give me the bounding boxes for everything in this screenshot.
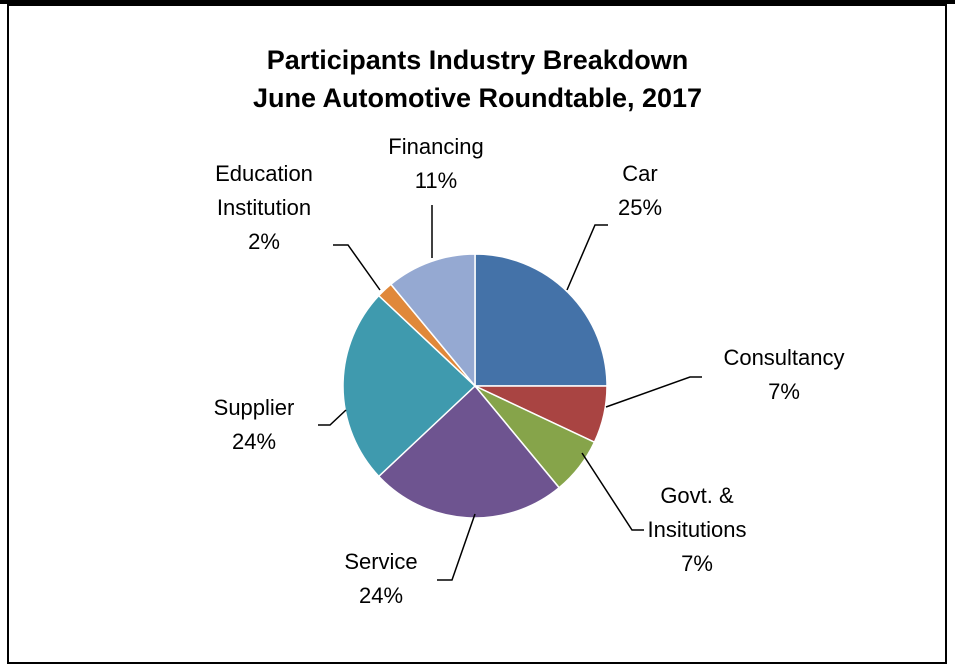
slice-label: Education Institution 2%: [215, 161, 313, 254]
slice-category-label: Institution: [217, 195, 311, 220]
leader-line: [605, 376, 702, 408]
slice-percent-label: 2%: [248, 229, 280, 254]
slice-label: Consultancy 7%: [723, 345, 844, 404]
slice-percent-label: 24%: [232, 429, 276, 454]
pie-slice: [474, 253, 608, 387]
slice-label: Financing 11%: [388, 134, 483, 193]
slice-label: Car 25%: [618, 161, 662, 220]
leader-line: [566, 224, 608, 291]
top-edge-bar: [0, 0, 955, 4]
leader-line: [318, 409, 347, 426]
slice-labels: Car 25% Consultancy 7% Govt. & Insitutions 7% S…: [214, 134, 845, 608]
leader-line: [437, 513, 476, 581]
pie-slice: [342, 294, 477, 478]
slice-percent-label: 7%: [681, 551, 713, 576]
slice-category-label: Consultancy: [723, 345, 844, 370]
slice-percent-label: 7%: [768, 379, 800, 404]
slice-percent-label: 25%: [618, 195, 662, 220]
slice-percent-label: 24%: [359, 583, 403, 608]
slice-category-label: Insitutions: [647, 517, 746, 542]
chart-title-line-2: June Automotive Roundtable, 2017: [252, 83, 703, 113]
slice-category-label: Financing: [388, 134, 483, 159]
leader-lines: [318, 205, 702, 581]
pie-slices: [342, 253, 608, 519]
leader-line: [581, 452, 644, 531]
pie-slice: [389, 253, 476, 389]
pie-slice: [377, 384, 561, 519]
slice-category-label: Supplier: [214, 395, 295, 420]
slice-percent-label: 11%: [415, 168, 457, 193]
slice-category-label: Education: [215, 161, 313, 186]
slice-category-label: Car: [622, 161, 657, 186]
slice-category-label: Govt. &: [660, 483, 734, 508]
pie-chart: Car 25% Consultancy 7% Govt. & Insitutions 7% S…: [214, 134, 845, 608]
slice-label: Govt. & Insitutions 7%: [647, 483, 746, 576]
leader-line: [333, 244, 381, 291]
slice-label: Supplier 24%: [214, 395, 295, 454]
chart-title-line-1: Participants Industry Breakdown: [266, 45, 689, 75]
slice-label: Service 24%: [344, 549, 417, 608]
slice-category-label: Service: [344, 549, 417, 574]
cut-off-heading-glyph: [58, 0, 68, 7]
